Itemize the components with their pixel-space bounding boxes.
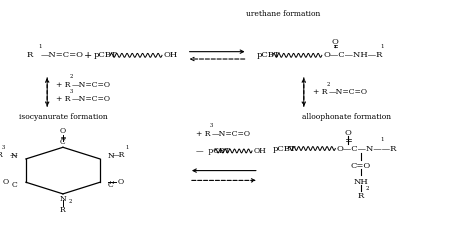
Text: pCBT: pCBT bbox=[272, 145, 296, 153]
Text: + R: + R bbox=[313, 88, 327, 96]
Text: O: O bbox=[2, 178, 9, 186]
Text: 2: 2 bbox=[365, 186, 369, 191]
Text: —N=C=O: —N=C=O bbox=[328, 88, 367, 96]
Text: urethane formation: urethane formation bbox=[246, 10, 321, 18]
Text: pCBT: pCBT bbox=[93, 51, 117, 59]
Text: 3: 3 bbox=[70, 89, 73, 94]
Text: 1: 1 bbox=[380, 44, 384, 49]
Text: N: N bbox=[11, 153, 18, 160]
Text: N: N bbox=[108, 153, 115, 160]
Text: 2: 2 bbox=[70, 74, 73, 79]
Text: —R: —R bbox=[111, 151, 125, 159]
Text: OH: OH bbox=[254, 147, 266, 155]
Text: —: — bbox=[10, 151, 18, 159]
Text: + R: + R bbox=[56, 81, 71, 89]
Text: —N=C=O: —N=C=O bbox=[72, 81, 111, 89]
Text: 3: 3 bbox=[209, 124, 213, 128]
Text: 3: 3 bbox=[2, 145, 5, 150]
Text: +: + bbox=[83, 51, 92, 60]
Text: N: N bbox=[60, 195, 66, 203]
Text: 1: 1 bbox=[38, 44, 42, 49]
Text: R: R bbox=[0, 151, 2, 159]
Text: O: O bbox=[117, 178, 123, 186]
Text: C: C bbox=[12, 181, 18, 189]
Text: pCBT: pCBT bbox=[256, 51, 280, 59]
Text: O—C—NH—R: O—C—NH—R bbox=[323, 51, 383, 59]
Text: C: C bbox=[108, 181, 114, 189]
Text: —N=C=O: —N=C=O bbox=[211, 130, 250, 138]
Text: + R: + R bbox=[56, 95, 71, 103]
Text: NH: NH bbox=[354, 178, 368, 186]
Text: O: O bbox=[345, 128, 352, 137]
Text: + R: + R bbox=[196, 130, 210, 138]
Text: O—C—N——R: O—C—N——R bbox=[336, 145, 397, 153]
Text: R: R bbox=[27, 51, 33, 59]
Text: R: R bbox=[60, 206, 66, 214]
Text: —N=C=O: —N=C=O bbox=[72, 95, 111, 103]
Text: C: C bbox=[60, 138, 66, 146]
Text: 1: 1 bbox=[126, 145, 129, 150]
Text: 1: 1 bbox=[380, 137, 384, 142]
Text: isocyanurate formation: isocyanurate formation bbox=[18, 113, 107, 121]
Text: —  pCBT: — pCBT bbox=[196, 147, 229, 155]
Text: —N=C=O: —N=C=O bbox=[40, 51, 83, 59]
Text: alloophonate formation: alloophonate formation bbox=[302, 113, 391, 121]
Text: C=O: C=O bbox=[351, 162, 371, 170]
Text: 2: 2 bbox=[68, 199, 72, 204]
Text: OH: OH bbox=[164, 51, 178, 59]
Text: O: O bbox=[332, 38, 339, 46]
Text: 2: 2 bbox=[326, 82, 330, 87]
Text: O: O bbox=[60, 127, 66, 135]
Text: R: R bbox=[358, 192, 364, 200]
